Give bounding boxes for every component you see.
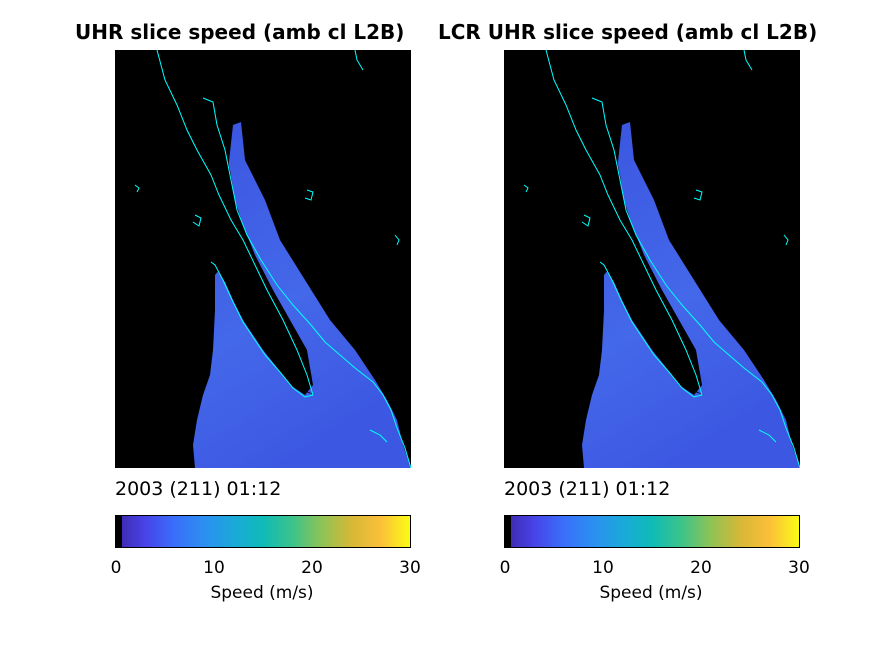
panel-1-colorbar xyxy=(115,515,411,548)
colorbar-2-label: Speed (m/s) xyxy=(599,583,703,603)
speed-swath-gulf xyxy=(193,122,411,468)
colorbar-1-tick-30: 30 xyxy=(399,558,421,578)
panel-2-timestamp: 2003 (211) 01:12 xyxy=(504,478,671,500)
coastline xyxy=(523,50,800,468)
speed-swath-gulf xyxy=(582,122,800,468)
colorbar-2-tick-10: 10 xyxy=(592,558,614,578)
coastline xyxy=(134,50,411,468)
colorbar-gradient-1 xyxy=(116,516,410,547)
colorbar-1-tick-20: 20 xyxy=(301,558,323,578)
panel-2-map xyxy=(504,50,800,468)
panel-2-colorbar xyxy=(504,515,800,548)
panel-1-map xyxy=(115,50,411,468)
speed-map-1 xyxy=(134,50,411,468)
colorbar-2-tick-0: 0 xyxy=(499,558,511,578)
colorbar-2-tick-20: 20 xyxy=(690,558,712,578)
colorbar-2-tick-30: 30 xyxy=(788,558,810,578)
panel-1-timestamp: 2003 (211) 01:12 xyxy=(115,478,282,500)
panel-1-title: UHR slice speed (amb cl L2B) xyxy=(75,20,405,44)
panel-2-title: LCR UHR slice speed (amb cl L2B) xyxy=(438,20,818,44)
colorbar-1-label: Speed (m/s) xyxy=(210,583,314,603)
colorbar-gradient-2 xyxy=(505,516,799,547)
colorbar-1-tick-10: 10 xyxy=(203,558,225,578)
colorbar-1-tick-0: 0 xyxy=(110,558,122,578)
speed-map-2 xyxy=(523,50,800,468)
